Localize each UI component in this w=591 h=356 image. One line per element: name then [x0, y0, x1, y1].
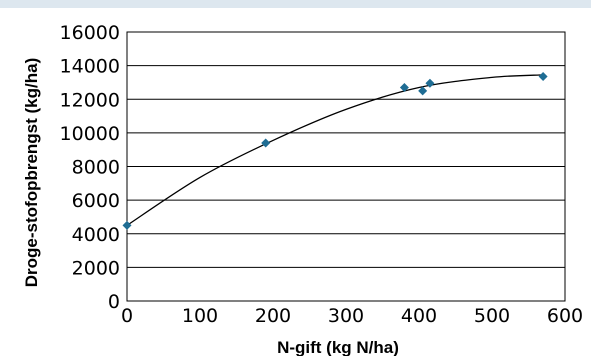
trend-line: [126, 74, 544, 226]
x-axis-title: N-gift (kg N/ha): [277, 338, 399, 356]
x-tick-label-200: 200: [255, 305, 291, 327]
top-border-strip: [0, 0, 591, 8]
y-tick-label-16000: 16000: [60, 22, 120, 44]
x-tick-label-400: 400: [401, 305, 437, 327]
y-tick-label-6000: 6000: [72, 190, 120, 212]
x-tick-label-500: 500: [474, 305, 510, 327]
y-tick-label-4000: 4000: [72, 224, 120, 246]
data-point-0-3: [418, 86, 428, 96]
data-point-0-5: [538, 72, 548, 82]
data-point-0-2: [399, 82, 409, 92]
x-tick-label-100: 100: [182, 305, 218, 327]
y-tick-label-14000: 14000: [60, 56, 120, 78]
data-points: [122, 72, 548, 230]
x-tick-labels: 0 100 200 300 400 500 600: [121, 305, 583, 327]
x-tick-label-0: 0: [121, 305, 133, 327]
data-point-0-0: [122, 220, 132, 230]
x-tick-label-600: 600: [547, 305, 583, 327]
plot-area-frame: [126, 31, 566, 302]
y-tick-labels: 0 2000 4000 6000 8000 10000 12000 14000 16000: [60, 22, 120, 313]
y-axis-title: Droge-stofopbrengst (kg/ha): [22, 58, 41, 288]
y-tick-label-12000: 12000: [60, 89, 120, 111]
grid-lines: [127, 65, 565, 268]
y-tick-label-10000: 10000: [60, 123, 120, 145]
y-tick-label-8000: 8000: [72, 157, 120, 179]
data-point-0-4: [425, 78, 435, 88]
y-tick-label-2000: 2000: [72, 257, 120, 279]
data-point-0-1: [261, 138, 271, 148]
y-tick-label-0: 0: [108, 291, 120, 313]
x-tick-label-300: 300: [328, 305, 364, 327]
